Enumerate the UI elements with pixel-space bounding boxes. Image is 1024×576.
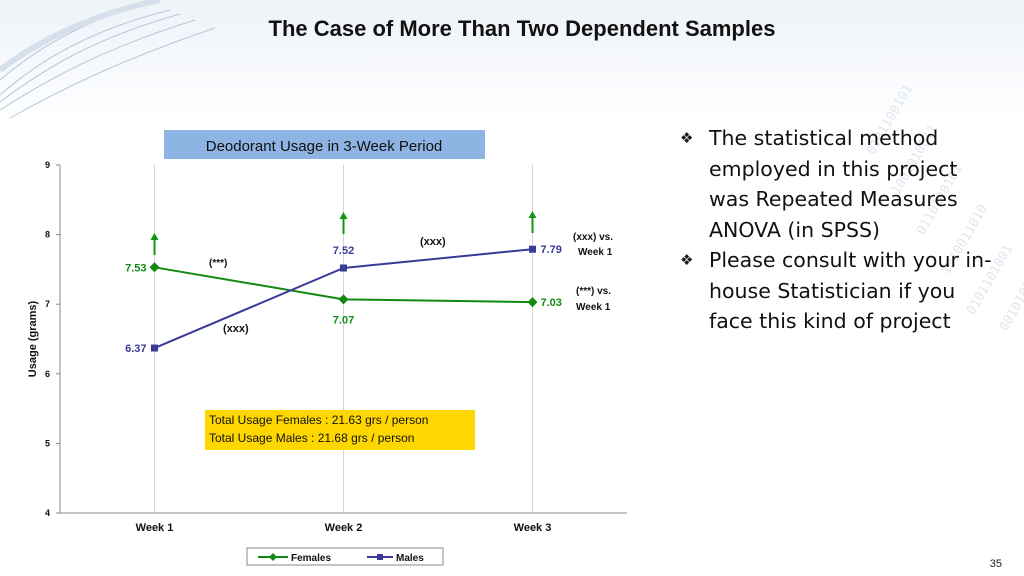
significance-arrow-head [339,212,348,219]
diamond-bullet-icon: ❖ [680,251,694,269]
summary-line-females: Total Usage Females : 21.63 grs / person [209,413,428,427]
significance-arrow-head [528,211,537,218]
significance-annotation: (***) vs. [576,286,611,297]
data-label-females: 7.53 [125,262,146,274]
legend-box [246,547,444,566]
legend-females-marker [269,553,277,561]
slide-title: The Case of More Than Two Dependent Samp… [268,16,776,41]
legend-males-label: Males [396,553,424,564]
significance-annotation: (xxx) [420,236,446,248]
significance-annotation: (xxx) [223,323,249,335]
x-tick-label: Week 1 [136,522,174,534]
summary-box [205,410,475,450]
data-label-males: 7.52 [333,245,354,257]
significance-arrow-head [150,233,159,240]
bullet-item: ❖ Please consult with your in-house Stat… [680,245,1000,337]
data-point-females [149,262,160,273]
header-swirl-decoration [0,0,216,119]
significance-annotation: (xxx) vs. [573,232,613,243]
significance-annotation: (***) [209,258,227,269]
y-axis-label: Usage (grams) [27,300,39,377]
bullet-item: ❖ The statistical method employed in thi… [680,123,1000,245]
data-point-females [338,294,349,305]
legend-males-marker [377,554,383,560]
bullet-list: ❖ The statistical method employed in thi… [680,123,1000,337]
data-label-males: 6.37 [125,343,146,355]
y-tick-label: 9 [45,160,50,170]
header-band [0,0,1024,118]
data-point-males [340,264,347,272]
legend-females-label: Females [291,553,331,564]
y-tick-label: 7 [45,299,50,309]
y-tick-label: 5 [45,438,50,448]
bullet-text: Please consult with your in-house Statis… [709,248,992,333]
bullet-text: The statistical method employed in this … [709,126,958,242]
y-tick-label: 4 [45,508,50,518]
page-number: 35 [989,558,1002,570]
significance-annotation: Week 1 [578,247,613,258]
data-point-females [527,297,538,308]
x-tick-label: Week 2 [325,522,363,534]
x-tick-label: Week 3 [514,522,552,534]
diamond-bullet-icon: ❖ [680,129,694,147]
data-label-males: 7.79 [541,244,562,256]
significance-annotation: Week 1 [576,302,611,313]
summary-line-males: Total Usage Males : 21.68 grs / person [209,431,414,445]
data-point-males [151,344,158,352]
chart-title-box [164,130,485,159]
data-point-males [529,245,536,253]
data-label-females: 7.03 [541,297,562,309]
data-label-females: 7.07 [333,314,354,326]
chart-title: Deodorant Usage in 3-Week Period [206,138,443,155]
y-tick-label: 8 [45,230,50,240]
y-tick-label: 6 [45,369,50,379]
